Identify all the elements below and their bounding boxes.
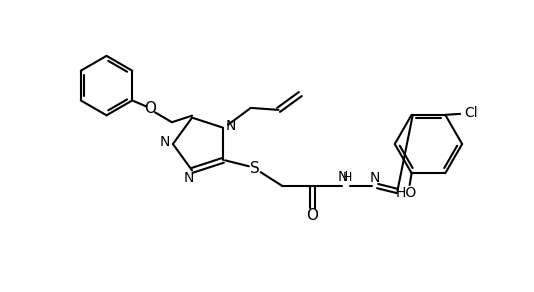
Text: N: N <box>160 135 170 149</box>
Text: S: S <box>250 161 260 176</box>
Text: N: N <box>226 119 236 133</box>
Text: O: O <box>306 208 318 223</box>
Text: N: N <box>184 171 194 185</box>
Text: Cl: Cl <box>464 106 478 120</box>
Text: H: H <box>343 171 352 184</box>
Text: N: N <box>337 170 348 184</box>
Text: N: N <box>370 171 380 185</box>
Text: HO: HO <box>396 186 417 200</box>
Text: O: O <box>144 101 156 116</box>
